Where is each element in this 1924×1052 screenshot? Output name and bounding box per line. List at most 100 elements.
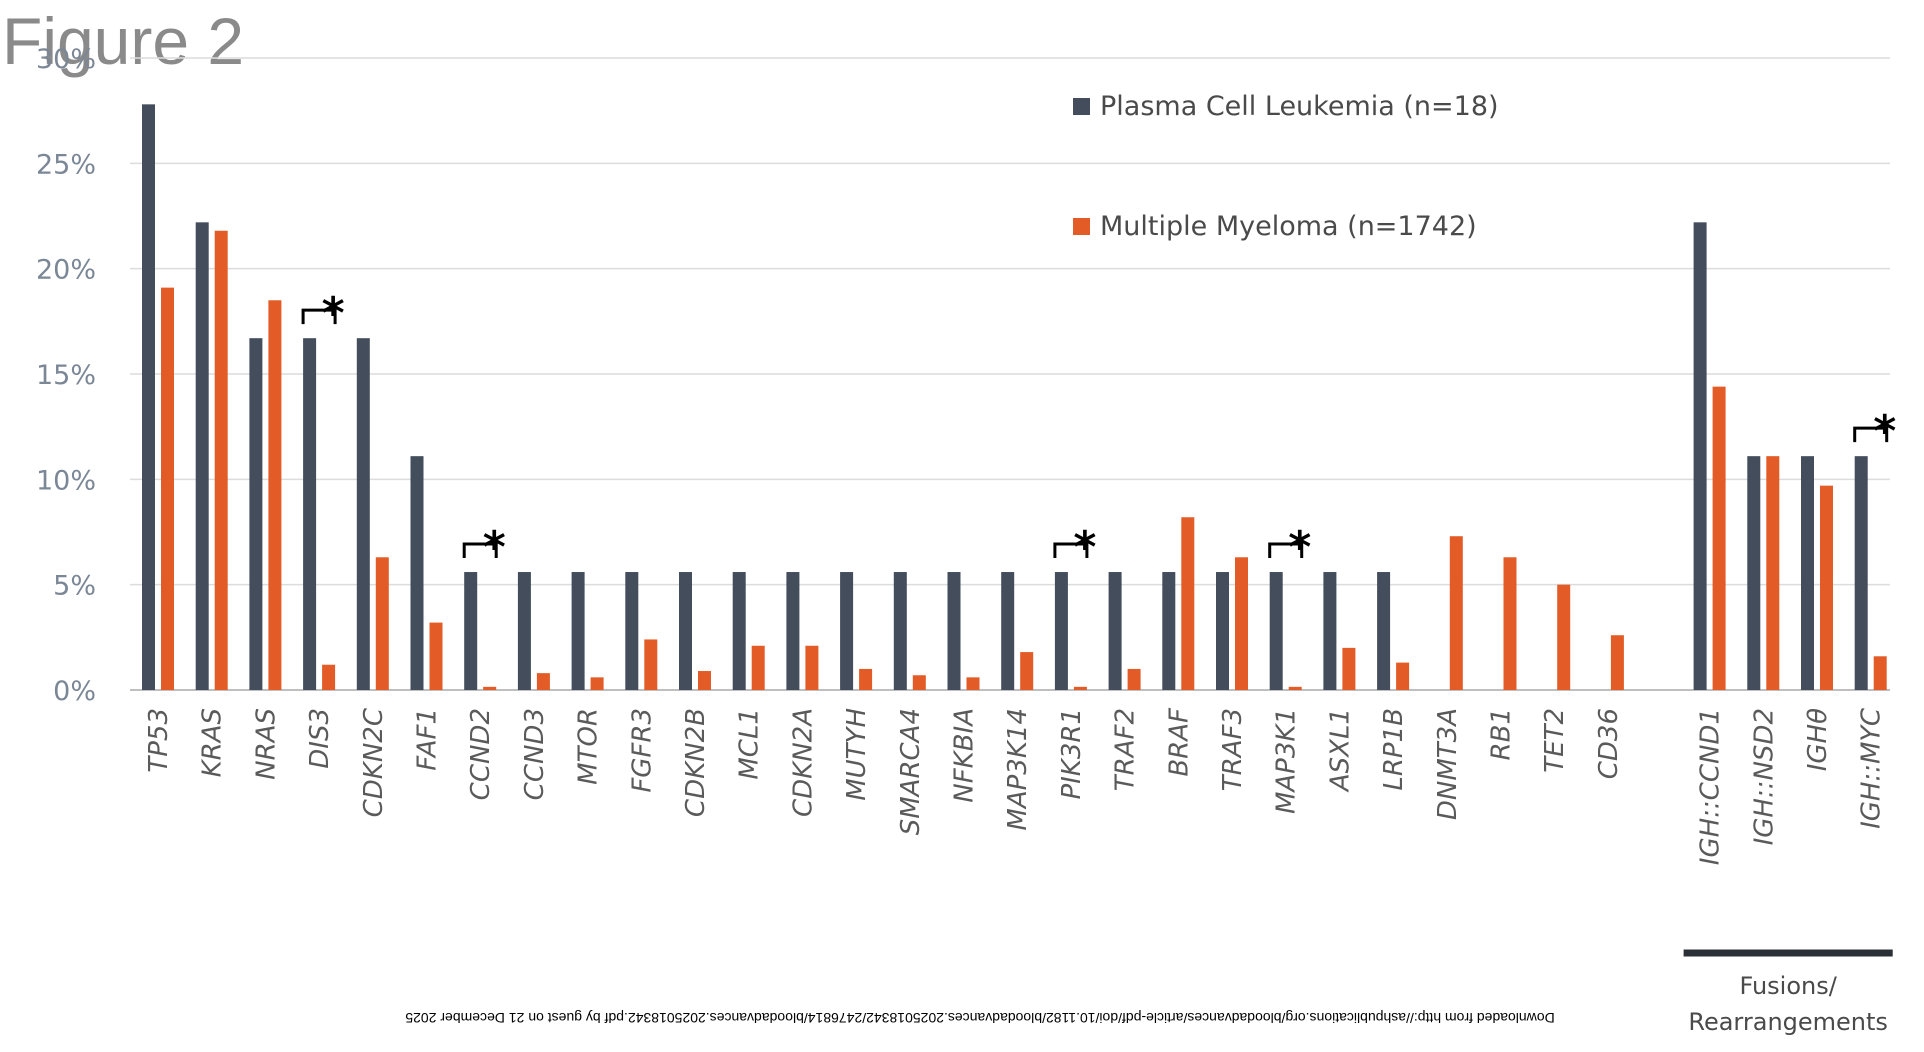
bar-mm-map3k14 [1020, 652, 1034, 690]
significance-bracket [462, 542, 498, 559]
bar-pcl-asxl1 [1323, 572, 1337, 690]
bar-pcl-cdkn2b [679, 572, 692, 690]
x-tick-label: FAF1 [413, 708, 443, 771]
bar-pcl-cdkn2c [356, 338, 370, 690]
group-annotation: Fusions/Rearrangements [1683, 949, 1893, 1036]
x-tick-label: FGFR3 [627, 708, 657, 793]
significance-star: * [1288, 522, 1311, 573]
bar-mm-pik3r1 [1073, 686, 1087, 690]
bar-pcl-mtor [571, 572, 585, 690]
bar-mm-traf3 [1235, 557, 1248, 690]
bar-mm-fgfr3 [644, 639, 658, 690]
x-tick-label: TRAF2 [1111, 708, 1141, 791]
y-tick-label: 5% [53, 571, 96, 602]
x-tick-label: CCND3 [520, 708, 550, 800]
bar-mm-traf2 [1127, 668, 1141, 690]
x-tick-label: TP53 [144, 708, 174, 773]
x-tick-label: IGHθ [1803, 708, 1833, 771]
y-tick-label: 0% [53, 676, 96, 707]
x-tick-label: KRAS [198, 708, 228, 777]
y-tick-label: 20% [36, 255, 96, 286]
bar-pcl-mutyh [840, 572, 854, 690]
bar-mm-mutyh [859, 668, 873, 690]
bar-pcl-kras [195, 222, 209, 690]
y-axis-ticks: 0% 5% 10% 15% 20% 25% 30% [36, 44, 96, 707]
x-tick-label: MTOR [574, 708, 604, 785]
figure-title: Figure 2 [2, 4, 245, 78]
bar-pcl-ccnd2 [464, 572, 478, 690]
bar-mm-dnmt3a [1449, 536, 1463, 690]
x-tick-label: TET2 [1540, 708, 1570, 773]
bar-pcl-fgfr3 [625, 572, 639, 690]
x-tick-label: CDKN2C [359, 707, 389, 817]
x-tick-label: CDKN2A [788, 708, 818, 817]
bar-mm-ccnd3 [536, 673, 550, 690]
bar-pcl-faf1 [410, 456, 424, 690]
bar-mm-kras [214, 230, 228, 690]
bar-pcl-igh::ccnd1 [1693, 222, 1707, 690]
x-axis-labels: TP53 KRAS NRAS DIS3 CDKN2C FAF1 CCND2 CCND3 MTOR… [144, 707, 1887, 865]
legend-label-1: Multiple Myeloma (n=1742) [1100, 211, 1477, 242]
bar-pcl-smarca4 [893, 572, 907, 690]
x-tick-label: SMARCA4 [896, 708, 926, 835]
bar-mm-igh::nsd2 [1766, 456, 1780, 690]
y-tick-label: 30% [36, 44, 96, 75]
legend-swatch-1 [1073, 218, 1090, 235]
x-tick-label: MCL1 [735, 708, 765, 780]
bar-mm-cdkn2c [375, 557, 389, 690]
significance-bracket [301, 308, 337, 325]
significance-star: * [322, 288, 345, 339]
bar-pcl-ighθ [1801, 456, 1814, 690]
bar-mm-cd36 [1610, 635, 1624, 690]
bar-pcl-mcl1 [732, 572, 746, 690]
group-label-line: Fusions/ [1739, 972, 1837, 1000]
bar-pcl-cdkn2a [786, 572, 800, 690]
bar-mm-cdkn2b [698, 671, 711, 690]
y-tick-label: 15% [36, 360, 96, 391]
bar-mm-ighθ [1820, 485, 1833, 690]
x-tick-label: IGH::MYC [1857, 707, 1887, 829]
bar-mm-tet2 [1557, 584, 1571, 690]
bar-pcl-ccnd3 [517, 572, 531, 690]
x-tick-label: DNMT3A [1433, 708, 1463, 820]
y-tick-label: 25% [36, 149, 96, 180]
bar-mm-braf [1181, 517, 1195, 690]
bar-pcl-pik3r1 [1054, 572, 1068, 690]
bar-mm-dis3 [322, 664, 336, 690]
bar-pcl-braf [1162, 572, 1176, 690]
bar-mm-smarca4 [912, 675, 926, 690]
bars [142, 104, 1887, 690]
legend: Plasma Cell Leukemia (n=18) Multiple Myel… [1073, 91, 1499, 242]
bar-mm-map3k1 [1288, 686, 1302, 690]
bar-pcl-igh::nsd2 [1747, 456, 1761, 690]
x-tick-label: MUTYH [842, 708, 872, 801]
x-tick-label: BRAF [1164, 707, 1194, 777]
x-tick-label: TRAF3 [1218, 708, 1248, 791]
bar-mm-asxl1 [1342, 647, 1356, 690]
bar-pcl-map3k1 [1269, 572, 1283, 690]
x-tick-label: PIK3R1 [1057, 708, 1087, 800]
bar-pcl-nfkbia [947, 572, 961, 690]
x-tick-label: RB1 [1487, 708, 1517, 760]
x-tick-label: CD36 [1594, 708, 1624, 779]
bar-mm-igh::ccnd1 [1712, 386, 1726, 690]
x-tick-label: MAP3K14 [1003, 708, 1033, 831]
bar-mm-rb1 [1503, 557, 1517, 690]
bar-pcl-dis3 [303, 338, 317, 690]
significance-star: * [1073, 522, 1096, 573]
bar-mm-mcl1 [751, 645, 765, 690]
significance-bracket [1053, 542, 1089, 559]
x-tick-label: NRAS [251, 708, 281, 780]
significance-star: * [483, 522, 506, 573]
x-tick-label: ASXL1 [1325, 708, 1355, 793]
x-tick-label: LRP1B [1379, 708, 1409, 791]
x-tick-label: CDKN2B [681, 708, 711, 817]
bar-pcl-traf3 [1216, 572, 1229, 690]
bar-pcl-igh::myc [1854, 456, 1868, 690]
bar-mm-mtor [590, 677, 604, 690]
significance-markers: * * * * * [301, 288, 1896, 573]
bar-mm-faf1 [429, 622, 443, 690]
bar-mm-ccnd2 [483, 686, 497, 690]
bar-pcl-lrp1b [1377, 572, 1391, 690]
